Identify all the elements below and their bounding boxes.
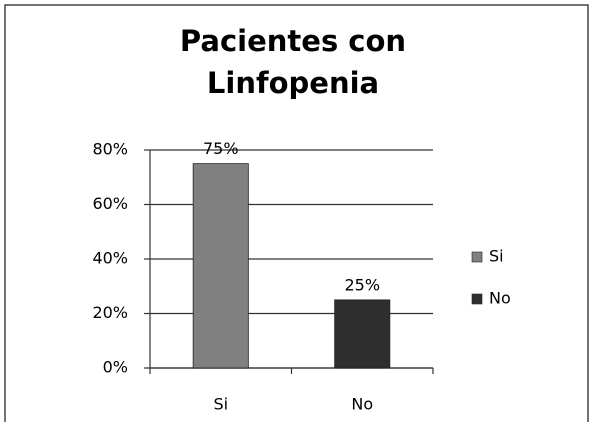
y-tick-label: 80%: [92, 140, 128, 159]
legend-swatch: [471, 293, 483, 305]
y-tick-label: 0%: [103, 358, 128, 377]
bar: [334, 299, 391, 369]
x-tick-label: Si: [213, 395, 228, 414]
y-tick-label: 60%: [92, 194, 128, 213]
x-tick-label: No: [351, 395, 373, 414]
data-label: 25%: [344, 275, 380, 294]
chart-title: Pacientes con Linfopenia: [179, 24, 407, 100]
legend-label: No: [489, 289, 511, 308]
legend-swatch: [471, 251, 483, 263]
data-label: 75%: [203, 139, 239, 158]
bar: [192, 163, 249, 369]
legend-label: Si: [489, 247, 504, 266]
y-tick-label: 20%: [92, 303, 128, 322]
y-tick-label: 40%: [92, 249, 128, 268]
chart-frame: [4, 4, 589, 422]
